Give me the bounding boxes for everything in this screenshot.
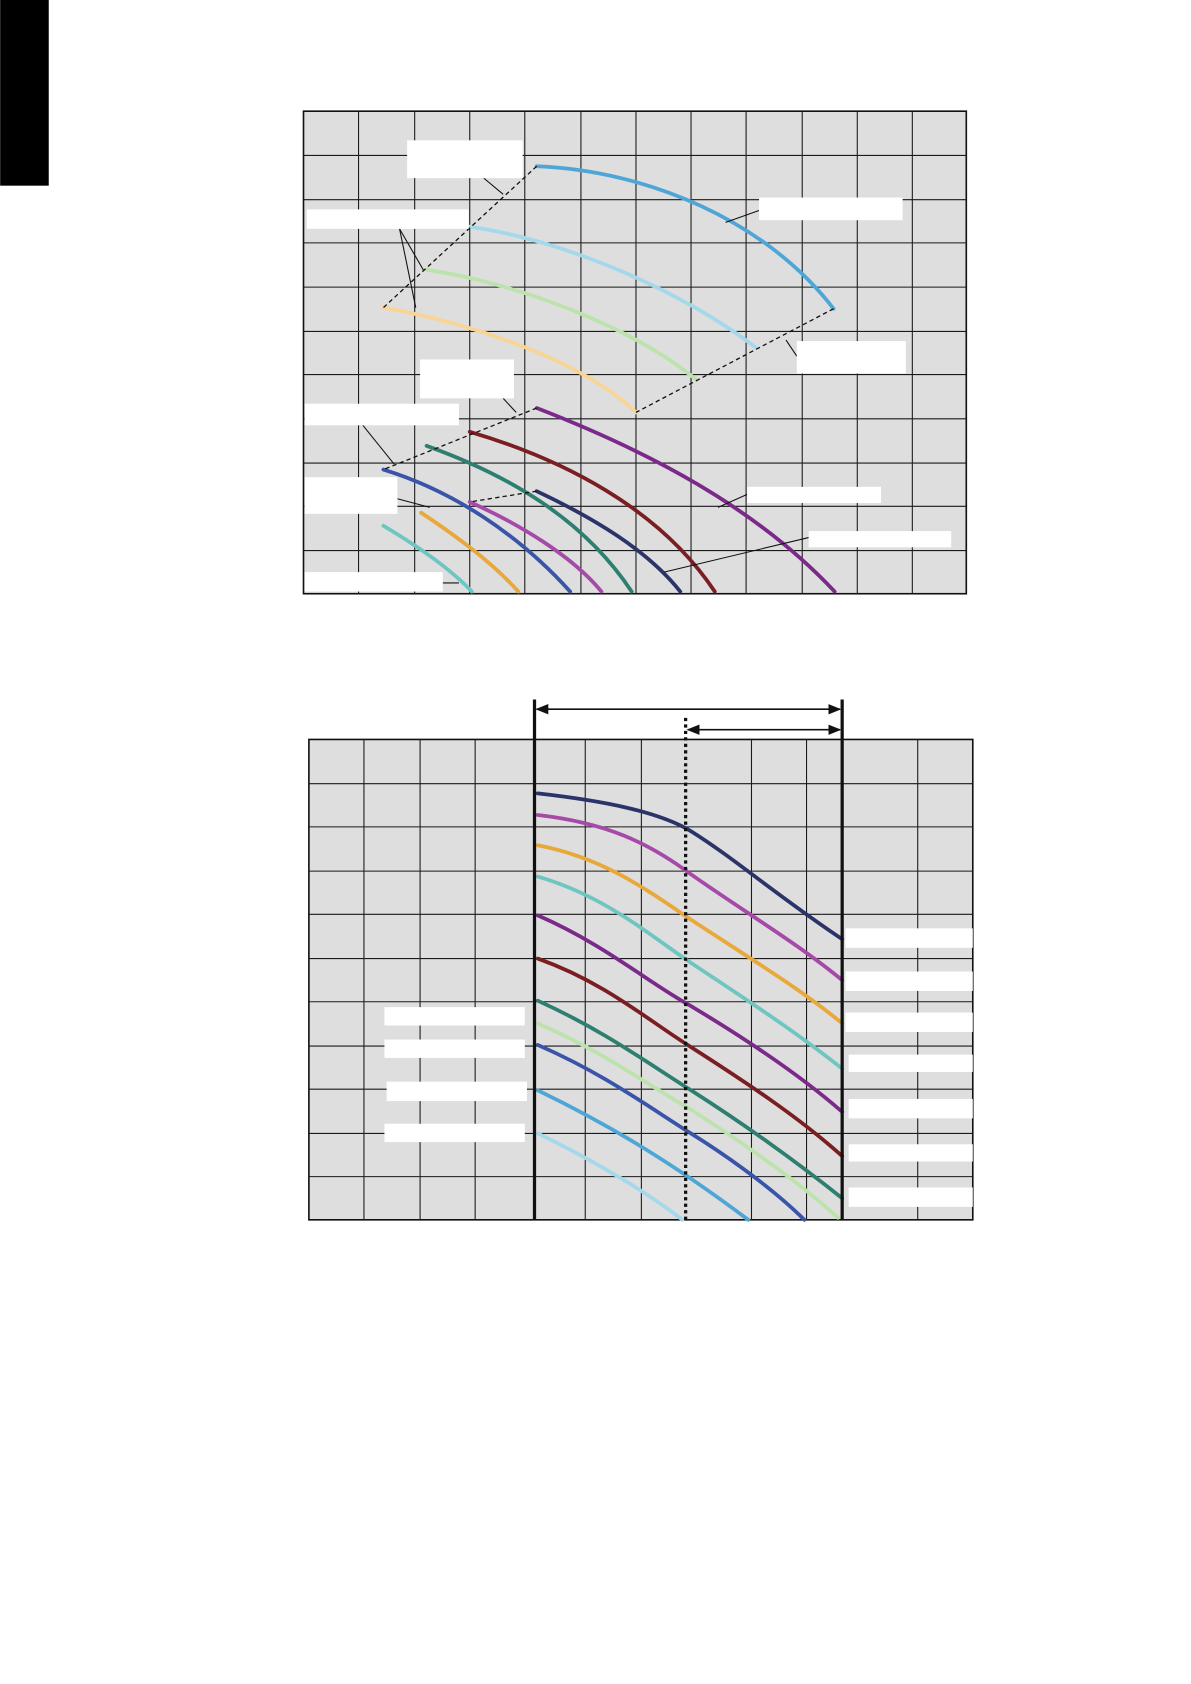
label-boxes <box>384 928 973 1207</box>
side-tab <box>0 0 49 186</box>
curves <box>381 164 837 594</box>
range-markers <box>532 699 844 1220</box>
annotations <box>304 140 952 592</box>
upper-chart <box>302 110 968 595</box>
curves <box>535 791 845 1222</box>
lower-chart <box>308 699 974 1222</box>
